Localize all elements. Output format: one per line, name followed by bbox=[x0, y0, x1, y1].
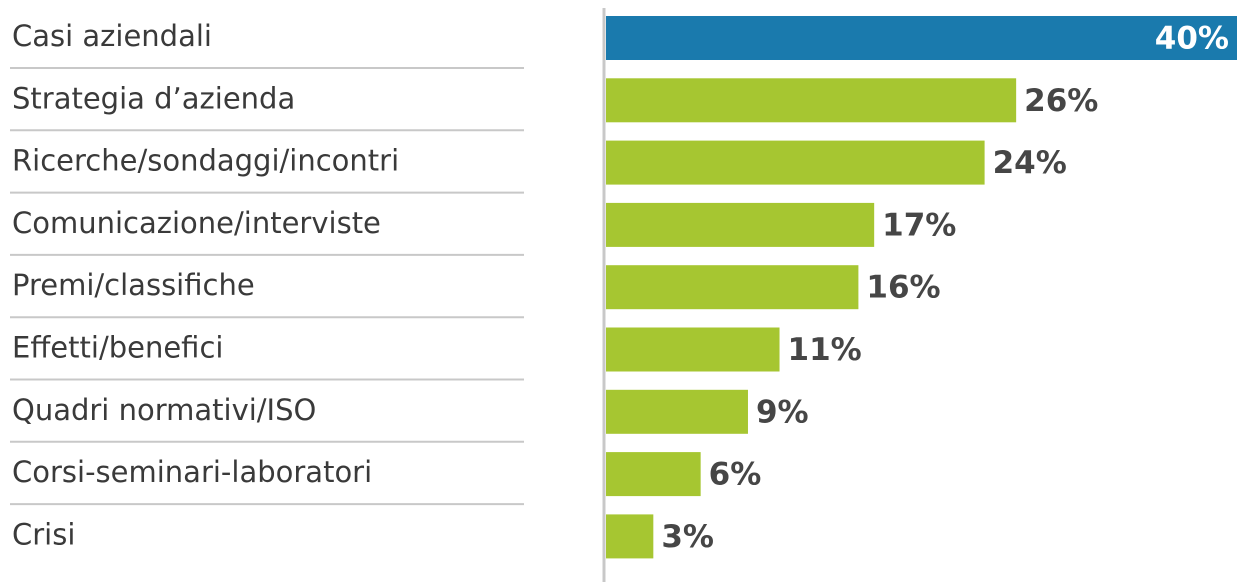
value-label: 3% bbox=[661, 519, 714, 555]
category-label: Comunicazione/interviste bbox=[12, 206, 381, 240]
value-label: 9% bbox=[756, 394, 809, 430]
bar bbox=[606, 452, 701, 497]
category-label: Effetti/benefici bbox=[12, 331, 223, 365]
bar bbox=[606, 327, 780, 372]
category-label: Corsi-seminari-laboratori bbox=[12, 455, 372, 489]
bar bbox=[606, 16, 1237, 60]
category-label: Ricerche/sondaggi/incontri bbox=[12, 144, 399, 178]
bar bbox=[606, 202, 875, 247]
value-label: 6% bbox=[709, 457, 762, 493]
category-label: Crisi bbox=[12, 517, 75, 551]
category-label: Casi aziendali bbox=[12, 19, 212, 53]
value-label: 26% bbox=[1024, 83, 1098, 119]
value-label: 17% bbox=[882, 207, 956, 243]
bar bbox=[606, 389, 748, 434]
category-label: Premi/classifiche bbox=[12, 268, 255, 302]
category-label: Strategia d’azienda bbox=[12, 81, 295, 115]
category-label: Quadri normativi/ISO bbox=[12, 393, 316, 427]
value-label: 24% bbox=[993, 145, 1067, 181]
bar bbox=[606, 265, 859, 310]
value-label: 11% bbox=[788, 332, 862, 368]
bar bbox=[606, 140, 985, 185]
value-label: 16% bbox=[866, 270, 940, 306]
bar bbox=[606, 514, 654, 559]
value-label: 40% bbox=[1155, 21, 1229, 57]
bar bbox=[606, 78, 1017, 123]
